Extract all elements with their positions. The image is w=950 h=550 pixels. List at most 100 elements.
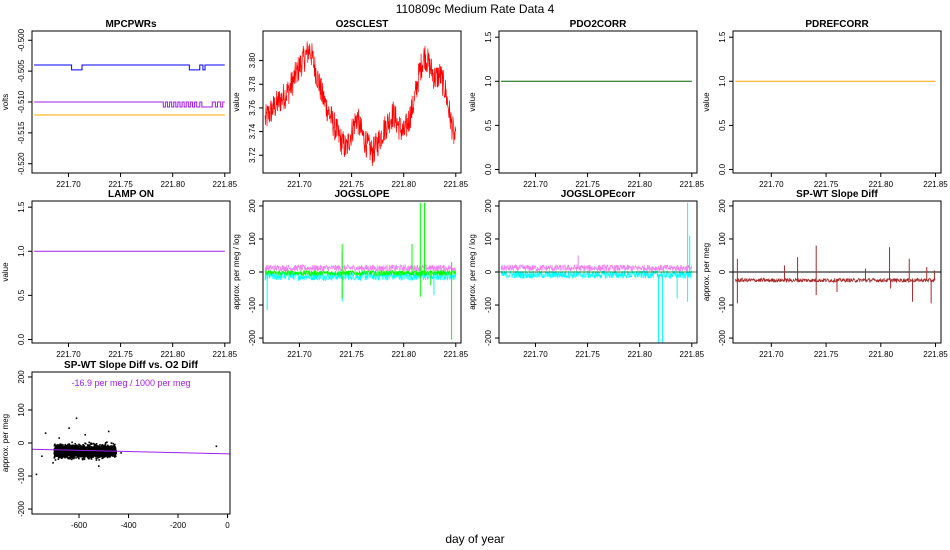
- scatter-point: [113, 453, 116, 455]
- y-tick-label-spwtvso2: -200: [17, 500, 26, 517]
- scatter-point: [90, 456, 93, 459]
- scatter-point: [80, 445, 82, 448]
- scatter-point: [94, 443, 96, 446]
- x-tick-label-jogslope: 221.75: [339, 350, 364, 359]
- scatter-point: [88, 451, 90, 454]
- scatter-point: [99, 444, 101, 446]
- scatter-point: [77, 450, 80, 452]
- scatter-point: [73, 456, 75, 458]
- y-tick-label-spwtslope: 0: [718, 269, 727, 274]
- plot-frame-spwtvso2: [31, 371, 231, 515]
- y-axis-label-o2sclest: value: [232, 92, 241, 112]
- y-tick-label-spwtslope: -200: [718, 329, 727, 346]
- scatter-point: [79, 455, 81, 458]
- scatter-point: [65, 454, 68, 456]
- panel-o2sclest: O2SCLEST value 221.70 221.75 221.80 221.85 3.7…: [232, 19, 469, 189]
- fit-annotation: -16.9 per meg / 1000 per meg: [71, 378, 190, 388]
- scatter-point: [96, 447, 99, 450]
- scatter-point: [108, 452, 110, 455]
- scatter-point: [93, 443, 95, 445]
- scatter-point: [78, 452, 81, 455]
- x-tick-label-spwtvso2: -400: [121, 521, 138, 530]
- scatter-point: [109, 454, 111, 457]
- scatter-point: [101, 457, 103, 460]
- y-tick-label-pdrefcorr: 0.5: [718, 119, 727, 131]
- scatter-point: [86, 448, 89, 451]
- scatter-point: [105, 449, 107, 451]
- scatter-point: [79, 452, 82, 455]
- x-tick-label-mpcpwrs: 221.85: [213, 180, 238, 189]
- scatter-point: [95, 453, 98, 456]
- scatter-point: [73, 452, 76, 455]
- scatter-point: [80, 455, 83, 458]
- scatter-point: [59, 447, 62, 450]
- scatter-point: [65, 453, 68, 455]
- plot-frame-pdrefcorr: [732, 30, 942, 174]
- scatter-point: [77, 452, 80, 455]
- plot-area-o2sclest: [264, 41, 457, 167]
- scatter-point: [105, 446, 107, 449]
- scatter-point: [101, 446, 103, 448]
- scatter-point: [60, 453, 63, 455]
- scatter-point: [57, 447, 60, 450]
- scatter-point: [75, 450, 77, 452]
- y-tick-label-lampon: 0.5: [17, 289, 26, 301]
- scatter-point: [67, 443, 69, 446]
- y-tick-label-jogslopecorr: 100: [484, 232, 493, 246]
- scatter-point: [68, 452, 70, 455]
- scatter-point: [56, 448, 59, 450]
- x-tick-label-pdo2corr: 221.75: [575, 180, 600, 189]
- y-axis-label-jogslope: approx. per meg / log: [232, 234, 241, 310]
- scatter-point: [99, 456, 101, 458]
- series-jogslopecorr-0: [500, 263, 693, 273]
- panel-jogslope: JOGSLOPE approx. per meg / log 221.70 221.7…: [232, 189, 469, 359]
- y-tick-label-jogslope: 0: [248, 269, 257, 274]
- scatter-point: [90, 458, 93, 460]
- scatter-point: [92, 447, 94, 450]
- scatter-point: [54, 447, 56, 450]
- scatter-point: [90, 442, 92, 445]
- scatter-point: [83, 456, 86, 459]
- scatter-point: [106, 455, 108, 458]
- scatter-point: [111, 453, 113, 456]
- scatter-point: [107, 447, 109, 449]
- scatter-point: [68, 446, 70, 449]
- scatter-point: [104, 455, 107, 458]
- scatter-point: [113, 447, 115, 449]
- panel-title-jogslope: JOGSLOPE: [334, 189, 389, 200]
- scatter-point: [75, 454, 77, 456]
- y-tick-label-jogslopecorr: -100: [484, 296, 493, 313]
- scatter-point: [93, 444, 96, 447]
- scatter-point: [105, 445, 107, 448]
- scatter-point: [87, 455, 89, 458]
- scatter-point: [69, 457, 71, 460]
- y-tick-label-jogslopecorr: 200: [484, 199, 493, 213]
- scatter-point: [79, 447, 81, 450]
- scatter-point: [71, 456, 73, 459]
- scatter-point: [61, 445, 63, 448]
- series-spwtslope-0: [734, 276, 936, 284]
- plot-frame-mpcpwrs: [31, 30, 231, 174]
- scatter-point: [59, 451, 61, 453]
- scatter-point: [91, 452, 93, 454]
- panel-title-lampon: LAMP ON: [108, 189, 154, 200]
- y-tick-label-o2sclest: 3.80: [248, 52, 257, 68]
- figure-xlabel: day of year: [445, 532, 504, 546]
- scatter-outlier: [84, 433, 87, 436]
- scatter-point: [67, 450, 70, 453]
- scatter-point: [86, 452, 88, 454]
- scatter-point: [113, 445, 116, 448]
- scatter-point: [81, 448, 84, 450]
- scatter-point: [86, 444, 89, 446]
- scatter-point: [95, 449, 98, 451]
- series-jogslope-2: [265, 269, 457, 277]
- scatter-point: [94, 448, 96, 451]
- scatter-point: [106, 453, 109, 456]
- scatter-point: [66, 445, 69, 447]
- series-o2sclest-0: [264, 41, 457, 167]
- x-tick-label-mpcpwrs: 221.70: [56, 180, 81, 189]
- x-tick-label-mpcpwrs: 221.75: [108, 180, 133, 189]
- scatter-point: [91, 446, 93, 449]
- scatter-point: [56, 454, 59, 456]
- scatter-point: [56, 447, 59, 449]
